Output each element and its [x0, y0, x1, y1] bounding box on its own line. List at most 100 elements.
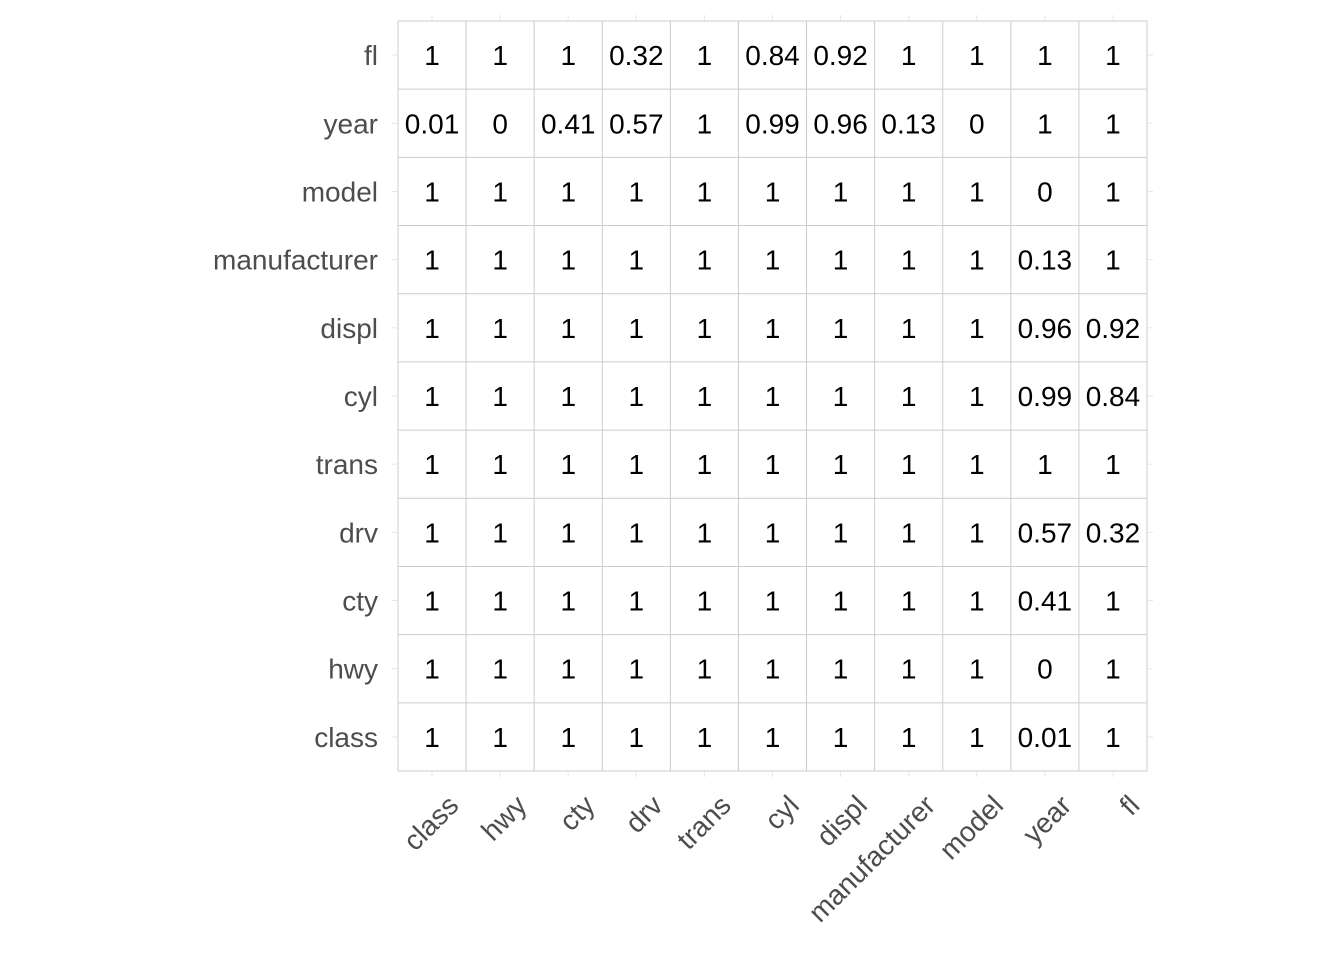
- cell-value: 0.13: [881, 108, 936, 139]
- cell-value: 1: [629, 654, 645, 685]
- cell-value: 0: [492, 108, 508, 139]
- cell-value: 1: [833, 586, 849, 617]
- cell-value: 1: [765, 449, 781, 480]
- cell-value: 0.32: [1086, 517, 1141, 548]
- cell-value: 1: [969, 722, 985, 753]
- cell-value: 1: [629, 449, 645, 480]
- cell-value: 1: [492, 381, 508, 412]
- x-tick-label: model: [933, 789, 1009, 865]
- cell-value: 1: [629, 517, 645, 548]
- cell-value: 1: [629, 381, 645, 412]
- cell-value: 1: [901, 40, 917, 71]
- cell-value: 1: [833, 517, 849, 548]
- cell-value: 1: [560, 449, 576, 480]
- cell-value: 0.01: [405, 108, 460, 139]
- cell-value: 1: [901, 654, 917, 685]
- y-tick-label: displ: [320, 313, 378, 344]
- cell-value: 1: [901, 381, 917, 412]
- cell-value: 1: [560, 517, 576, 548]
- cell-value: 0.13: [1018, 245, 1073, 276]
- x-tick-label: fl: [1114, 789, 1146, 821]
- cell-value: 1: [424, 449, 440, 480]
- cell-value: 0.57: [1018, 517, 1073, 548]
- cell-value: 1: [697, 40, 713, 71]
- cell-value: 0.32: [609, 40, 664, 71]
- cell-value: 1: [629, 586, 645, 617]
- y-axis-labels: fl year model manufacturer displ cyl trans drv c…: [213, 40, 378, 753]
- y-tick-label: fl: [364, 40, 378, 71]
- cell-value: 0.99: [1018, 381, 1073, 412]
- cell-value: 1: [1105, 586, 1121, 617]
- x-axis-labels: class hwy cty drv trans cyl displmanufacturerm…: [397, 789, 1145, 928]
- cell-value: 1: [765, 381, 781, 412]
- grid-layer: [392, 15, 1153, 777]
- cell-value: 1: [697, 313, 713, 344]
- cell-value: 1: [697, 722, 713, 753]
- cell-value: 0.84: [1086, 381, 1141, 412]
- x-tick-label: year: [1017, 789, 1077, 849]
- cell-value: 1: [560, 586, 576, 617]
- cell-value: 1: [697, 245, 713, 276]
- cell-value: 1: [765, 586, 781, 617]
- cell-value: 1: [1105, 40, 1121, 71]
- cell-value: 1: [560, 40, 576, 71]
- y-tick-label: trans: [316, 449, 378, 480]
- cell-value: 1: [901, 313, 917, 344]
- cell-value: 1: [492, 176, 508, 207]
- x-tick-label: cty: [553, 789, 600, 836]
- cell-value: 1: [833, 245, 849, 276]
- x-tick-label: hwy: [475, 789, 532, 846]
- x-tick-label: cyl: [759, 789, 805, 835]
- cell-value: 1: [1037, 449, 1053, 480]
- cell-value: 0.41: [541, 108, 596, 139]
- cell-value: 1: [424, 654, 440, 685]
- cell-text-layer: 1 1 1 0.32 1 0.84 0.92 1 1 1 1 0.01 0 0.41 0.57 1 0.99 0.…: [405, 40, 1140, 753]
- cell-value: 1: [424, 722, 440, 753]
- cell-value: 1: [560, 722, 576, 753]
- cell-value: 0.41: [1018, 586, 1073, 617]
- cell-value: 1: [1105, 176, 1121, 207]
- cell-value: 1: [492, 245, 508, 276]
- y-tick-label: class: [314, 722, 378, 753]
- y-tick-label: hwy: [328, 654, 378, 685]
- cell-value: 1: [492, 313, 508, 344]
- cell-value: 1: [901, 722, 917, 753]
- cell-value: 1: [833, 313, 849, 344]
- cell-value: 1: [424, 586, 440, 617]
- cell-value: 1: [424, 313, 440, 344]
- x-tick-label: trans: [671, 789, 737, 855]
- y-tick-label: manufacturer: [213, 245, 378, 276]
- cell-value: 1: [629, 722, 645, 753]
- y-tick-label: cty: [342, 586, 378, 617]
- cell-value: 0: [969, 108, 985, 139]
- cell-value: 1: [765, 245, 781, 276]
- cell-value: 1: [492, 517, 508, 548]
- cell-value: 1: [424, 245, 440, 276]
- cell-value: 0.57: [609, 108, 664, 139]
- cell-value: 1: [697, 654, 713, 685]
- cell-value: 1: [765, 313, 781, 344]
- cell-value: 1: [969, 381, 985, 412]
- cell-value: 1: [901, 176, 917, 207]
- cell-value: 1: [424, 40, 440, 71]
- cell-value: 1: [969, 449, 985, 480]
- cell-value: 1: [629, 176, 645, 207]
- cell-value: 1: [560, 381, 576, 412]
- cell-value: 1: [833, 449, 849, 480]
- y-tick-label: cyl: [344, 381, 378, 412]
- x-tick-label: drv: [619, 789, 668, 838]
- cell-value: 1: [560, 313, 576, 344]
- cell-value: 1: [969, 517, 985, 548]
- cell-value: 1: [1037, 108, 1053, 139]
- cell-value: 1: [697, 176, 713, 207]
- cell-value: 1: [492, 449, 508, 480]
- cell-value: 1: [1105, 654, 1121, 685]
- cell-value: 1: [765, 176, 781, 207]
- cell-value: 1: [560, 654, 576, 685]
- cell-value: 0: [1037, 654, 1053, 685]
- cell-value: 1: [492, 586, 508, 617]
- cell-value: 1: [1105, 449, 1121, 480]
- cell-value: 1: [492, 654, 508, 685]
- cell-value: 1: [697, 449, 713, 480]
